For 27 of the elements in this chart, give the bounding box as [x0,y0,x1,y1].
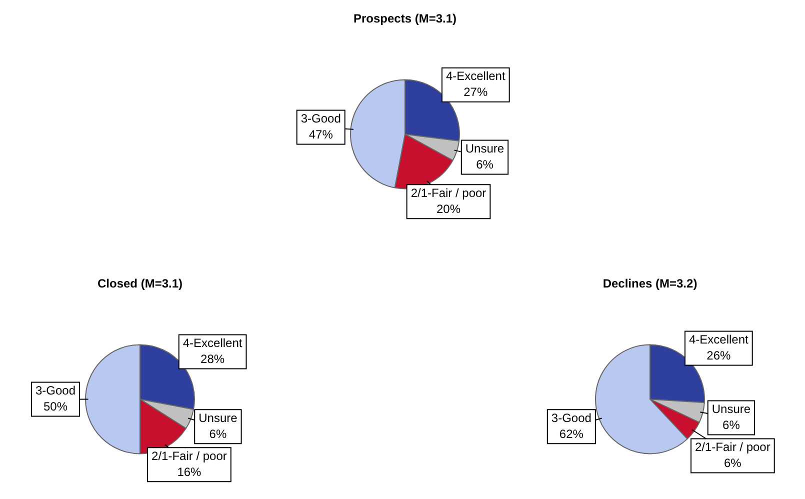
slice-label: 4-Excellent [688,332,749,347]
data-label: 6% [209,426,227,441]
chart-title: Declines (M=3.2) [602,276,698,291]
slice-label: 2/1-Fair / poor [152,448,227,463]
slice-label: 2/1-Fair / poor [410,186,486,200]
data-label: 20% [436,202,461,216]
data-label: 6% [476,158,494,172]
slice-label: 4-Excellent [446,69,506,84]
chart-title: Prospects (M=3.1) [353,12,457,26]
slice-label: 4-Excellent [182,336,243,350]
slice-label: 3-Good [35,384,76,398]
data-label: 6% [722,418,740,432]
slice-label: Unsure [198,410,238,425]
slice-label: 2/1-Fair / poor [694,440,770,454]
data-label: 27% [464,85,488,100]
data-label: 16% [177,464,202,479]
data-label: 6% [724,456,742,470]
data-label: 26% [706,348,731,363]
chart-title: Closed (M=3.1) [97,276,183,291]
slice-label: Unsure [465,142,504,156]
data-label: 62% [559,426,584,441]
data-label: 47% [308,128,334,142]
slice-label: Unsure [712,402,751,416]
slice-label: 3-Good [300,112,341,126]
data-label: 28% [200,352,225,366]
data-label: 50% [43,400,68,414]
slice-label: 3-Good [551,410,592,425]
